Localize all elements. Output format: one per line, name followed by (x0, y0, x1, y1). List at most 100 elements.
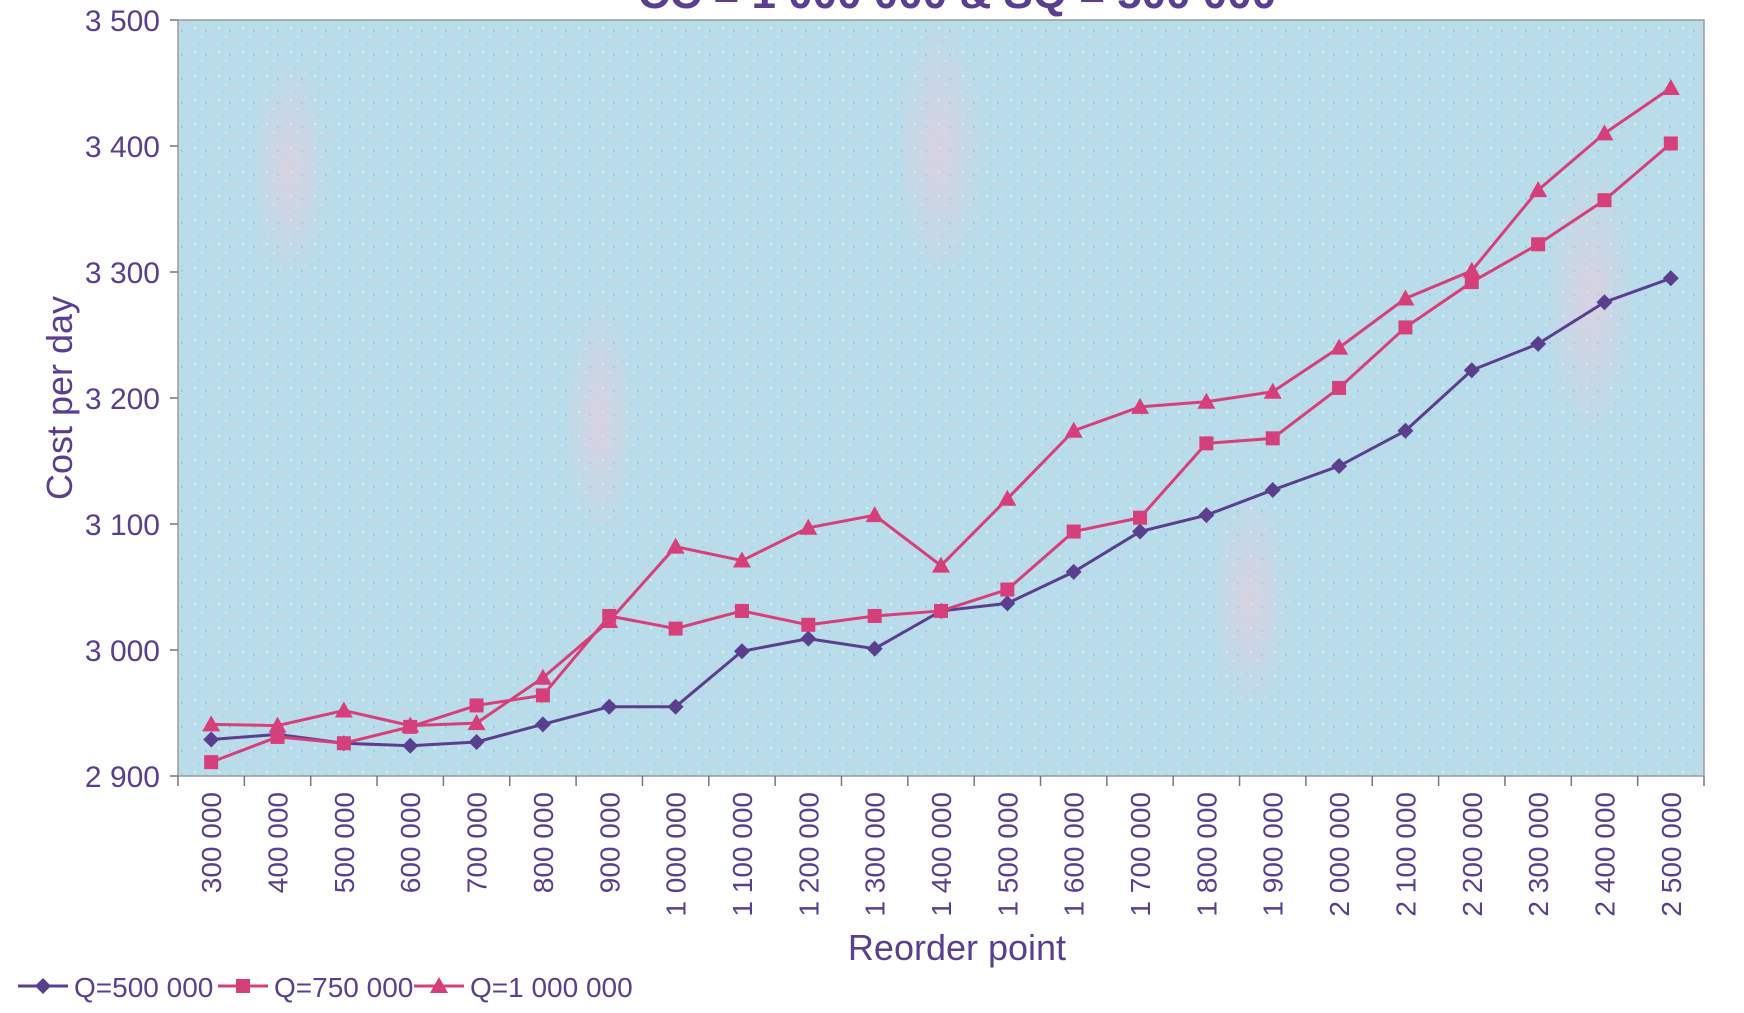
data-point (1197, 392, 1216, 409)
data-point (336, 736, 351, 751)
data-point (865, 506, 884, 523)
x-axis-label: Reorder point (848, 927, 1066, 968)
data-point (1330, 338, 1349, 355)
data-point (1464, 275, 1479, 290)
x-tick-label: 1 500 000 (992, 792, 1023, 917)
data-point (934, 603, 948, 618)
data-point (1199, 436, 1214, 451)
data-point (469, 698, 484, 713)
data-point (1265, 431, 1280, 446)
data-point (801, 617, 816, 632)
data-point (1132, 523, 1149, 540)
y-tick-label: 3 500 (85, 5, 160, 38)
x-tick-label: 1 300 000 (860, 792, 891, 917)
y-tick-label: 3 400 (85, 131, 160, 164)
data-point (1332, 380, 1347, 395)
legend-item: Q=1 000 000 (414, 972, 633, 1003)
x-tick-label: 800 000 (528, 792, 559, 893)
data-point (1397, 422, 1414, 439)
data-point (668, 621, 683, 636)
data-point (733, 643, 750, 660)
plot-area (177, 19, 1705, 777)
plot-texture (1545, 160, 1635, 440)
data-point (1462, 261, 1481, 278)
x-tick-label: 600 000 (395, 792, 426, 893)
data-point (268, 716, 287, 733)
x-tick-label: 300 000 (196, 792, 227, 893)
data-point (334, 701, 353, 718)
data-point (867, 608, 882, 623)
x-tick-label: 500 000 (329, 792, 360, 893)
data-point (202, 715, 221, 732)
y-tick-label: 3 200 (85, 383, 160, 416)
legend-item: Q=750 000 (218, 972, 413, 1003)
data-point (1662, 270, 1679, 287)
plot-texture (895, 20, 985, 280)
x-tick-label: 2 500 000 (1656, 792, 1687, 917)
data-point (1529, 181, 1548, 198)
x-tick-label: 1 100 000 (727, 792, 758, 917)
data-point (1663, 136, 1678, 151)
legend: Q=500 000 Q=750 000 Q=1 000 000 (18, 972, 633, 1003)
data-point (203, 731, 220, 748)
data-point (1263, 382, 1282, 399)
x-tick-label: 700 000 (462, 792, 493, 893)
data-point (204, 755, 219, 770)
y-axis: 2 900 3 000 3 100 3 200 3 300 3 400 3 500 (85, 5, 178, 794)
x-tick-label: 900 000 (594, 792, 625, 893)
chart-title-group: CC = 1 000 000 & SQ = 500 000 (638, 0, 1276, 18)
chart-title: CC = 1 000 000 & SQ = 500 000 (638, 0, 1276, 18)
series-square (204, 136, 1678, 770)
data-point (467, 714, 486, 731)
data-point (1396, 289, 1415, 306)
legend-label: Q=1 000 000 (470, 972, 633, 1003)
data-point (1133, 510, 1148, 525)
data-point (468, 733, 485, 750)
data-point (732, 551, 751, 568)
x-tick-label: 1 000 000 (661, 792, 692, 917)
data-point (535, 688, 550, 703)
data-point (1398, 320, 1413, 335)
plot-texture (565, 300, 635, 540)
x-tick-label: 1 200 000 (793, 792, 824, 917)
data-point (1596, 294, 1613, 311)
data-point (601, 698, 618, 715)
data-point (1597, 193, 1612, 208)
x-tick-label: 1 800 000 (1191, 792, 1222, 917)
series-group (202, 79, 1680, 770)
data-point (600, 612, 619, 629)
legend-marker (35, 978, 51, 994)
x-tick-label: 1 700 000 (1125, 792, 1156, 917)
data-point (402, 737, 419, 754)
plot-texture (250, 60, 330, 280)
legend-item: Q=500 000 (18, 972, 213, 1003)
data-point (667, 698, 684, 715)
x-tick-label: 1 400 000 (926, 792, 957, 917)
x-tick-label: 1 600 000 (1059, 792, 1090, 917)
y-tick-label: 3 100 (85, 509, 160, 542)
data-point (1131, 397, 1150, 414)
legend-label: Q=750 000 (274, 972, 413, 1003)
data-point (998, 489, 1017, 506)
x-axis: 300 000 400 000 500 000 600 000 700 000 800 0… (177, 776, 1705, 917)
data-point (1463, 362, 1480, 379)
data-point (1000, 582, 1015, 597)
plot-texture (1210, 490, 1290, 710)
data-point (932, 556, 950, 573)
data-point (666, 537, 685, 554)
data-point (999, 595, 1016, 612)
data-point (401, 716, 420, 733)
x-tick-label: 400 000 (263, 792, 294, 893)
data-point (533, 668, 552, 685)
legend-label: Q=500 000 (74, 972, 213, 1003)
data-point (1064, 421, 1083, 438)
data-point (1066, 524, 1081, 539)
x-tick-label: 2 000 000 (1324, 792, 1355, 917)
y-tick-label: 3 300 (85, 257, 160, 290)
data-point (1198, 507, 1215, 524)
data-point (1661, 79, 1680, 96)
data-point (1264, 481, 1281, 498)
data-point (799, 518, 818, 535)
